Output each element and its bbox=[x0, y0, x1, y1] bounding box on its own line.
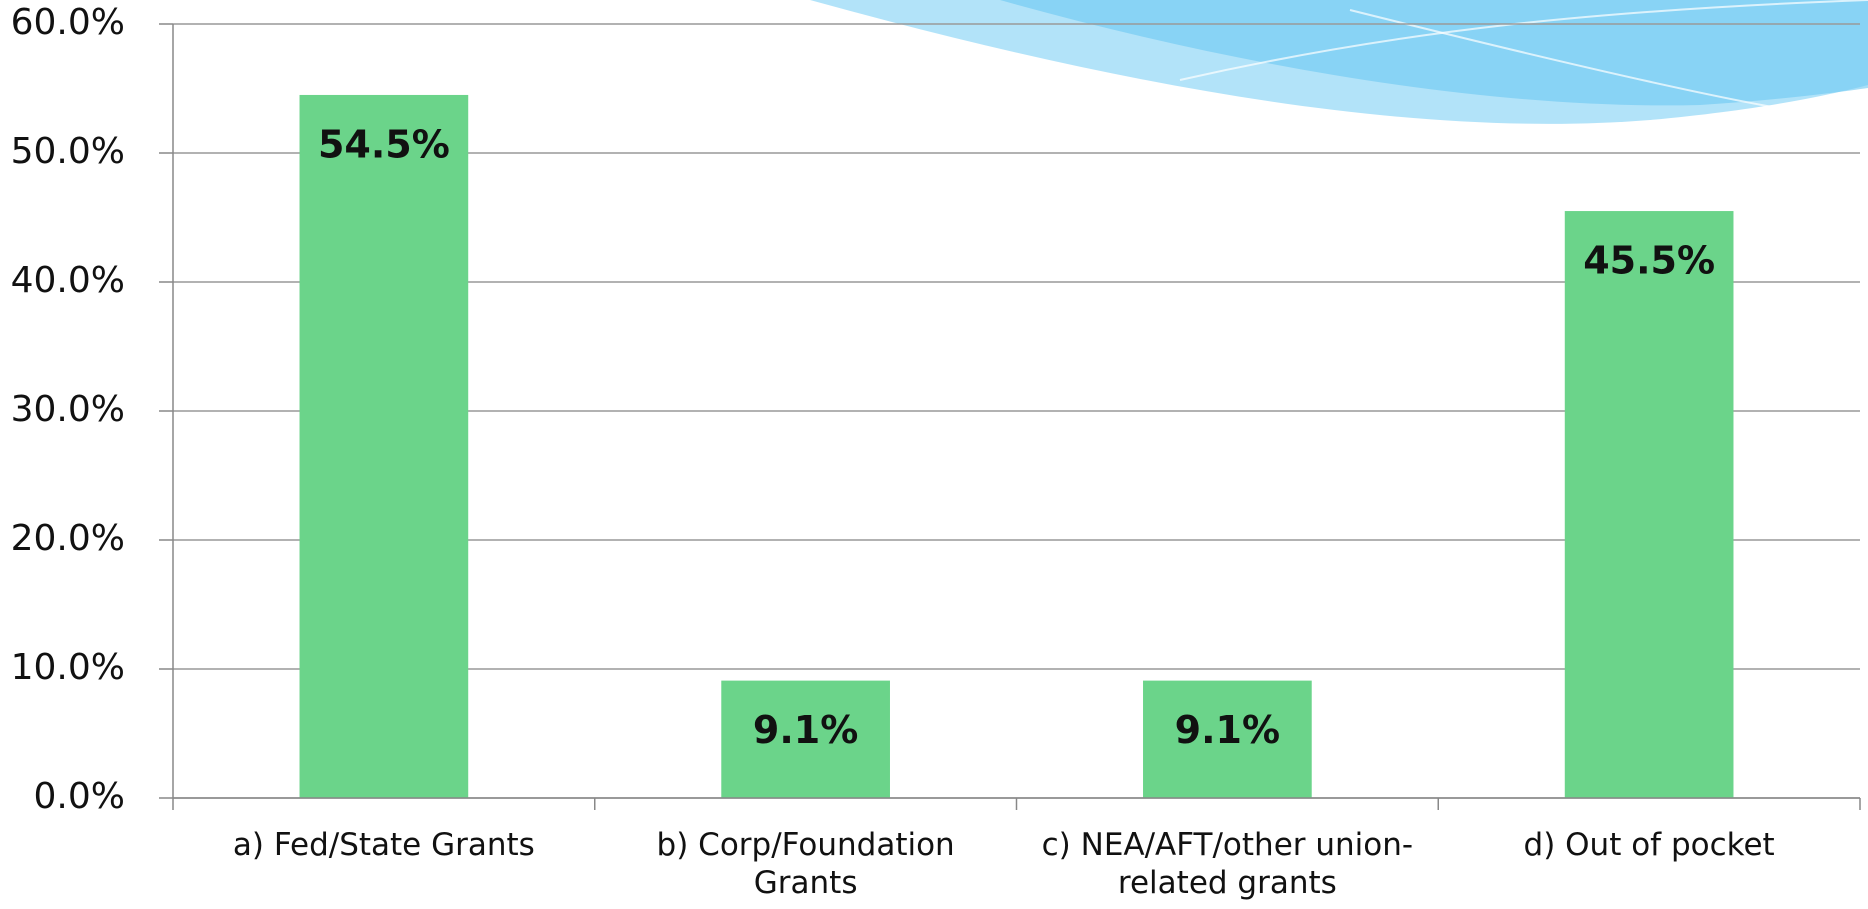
data-label: 9.1% bbox=[753, 708, 858, 752]
x-tick-label: a) Fed/State Grants bbox=[189, 826, 579, 864]
bar bbox=[1565, 211, 1734, 798]
y-tick-label: 60.0% bbox=[11, 2, 125, 43]
data-label: 9.1% bbox=[1175, 708, 1280, 752]
page: 0.0% 10.0% 20.0% 30.0% 40.0% 50.0% 60.0% 54.5% 9… bbox=[0, 0, 1868, 909]
y-tick-label: 40.0% bbox=[11, 260, 125, 301]
x-tick-label: c) NEA/AFT/other union-related grants bbox=[1032, 826, 1422, 902]
y-tick-label: 0.0% bbox=[34, 776, 125, 817]
chart: 0.0% 10.0% 20.0% 30.0% 40.0% 50.0% 60.0% 54.5% 9… bbox=[0, 0, 1868, 909]
x-tick-label: d) Out of pocket bbox=[1454, 826, 1844, 864]
decoration bbox=[810, 0, 1868, 124]
y-tick-label: 30.0% bbox=[11, 389, 125, 430]
y-tick-label: 50.0% bbox=[11, 131, 125, 172]
x-tick-label: b) Corp/Foundation Grants bbox=[611, 826, 1001, 902]
data-label: 45.5% bbox=[1583, 239, 1715, 283]
y-tick-label: 20.0% bbox=[11, 518, 125, 559]
data-label: 54.5% bbox=[318, 122, 450, 166]
y-tick-label: 10.0% bbox=[11, 647, 125, 688]
bar bbox=[300, 95, 469, 798]
